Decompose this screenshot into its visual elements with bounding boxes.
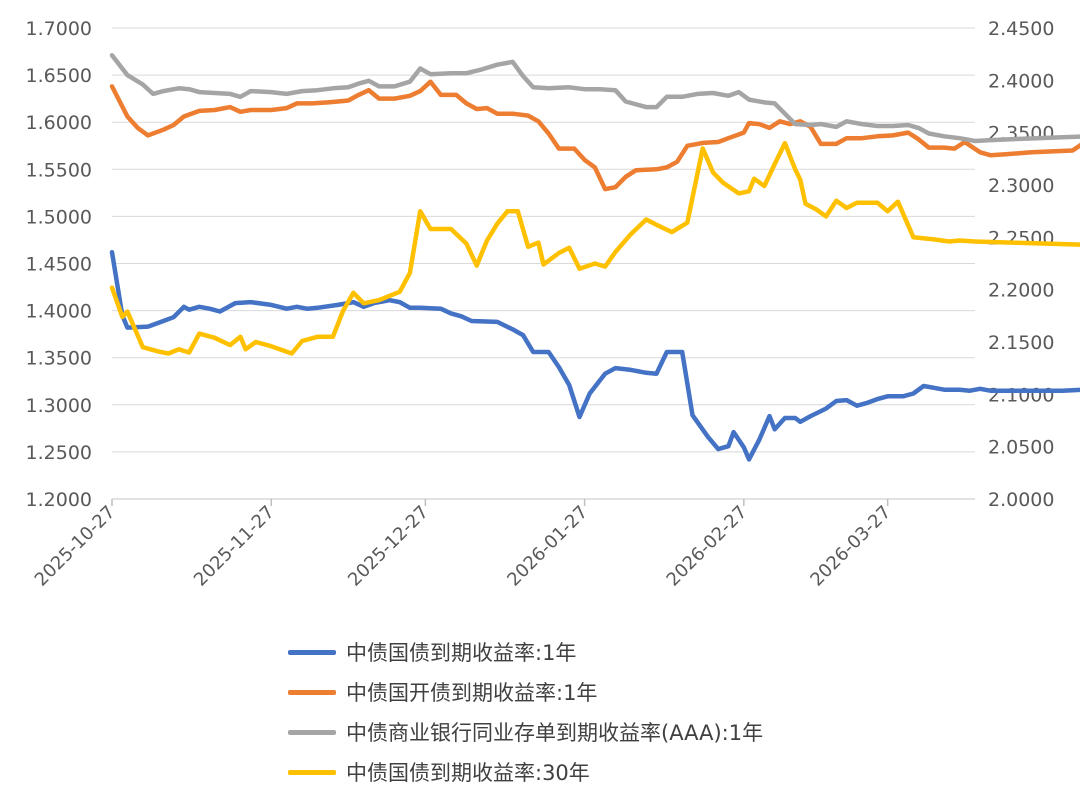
y-right-tick-label: 2.1000: [988, 384, 1054, 406]
legend-item-cgb-1y: 中债国债到期收益率:1年: [288, 632, 988, 672]
series-lines: [109, 53, 1080, 462]
x-tick-label: 2025-10-27: [31, 502, 120, 591]
legend-swatch-ncd-1y: [288, 729, 336, 735]
y-left-tick-label: 1.5500: [26, 159, 92, 181]
x-tick-label: 2026-01-27: [503, 502, 592, 591]
legend-label-cdb-1y: 中债国开债到期收益率:1年: [346, 681, 598, 705]
gridlines: [112, 27, 975, 453]
y-right-tick-label: 2.4000: [988, 70, 1054, 92]
y-left-tick-label: 1.3500: [26, 348, 92, 370]
legend-swatch-cgb-1y: [288, 649, 336, 655]
x-tick-label: 2025-12-27: [344, 502, 433, 591]
y-left-tick-label: 1.3000: [26, 395, 92, 417]
series-line-3: [109, 140, 1080, 356]
legend-item-cgb-30y: 中债国债到期收益率:30年: [288, 752, 988, 792]
legend-item-ncd-1y: 中债商业银行同业存单到期收益率(AAA):1年: [288, 712, 988, 752]
y-left-tick-label: 1.6500: [26, 65, 92, 87]
series-line-0: [109, 249, 1080, 462]
y-left-tick-label: 1.6000: [26, 112, 92, 134]
y-left-tick-label: 1.2000: [26, 489, 92, 511]
legend-label-cgb-30y: 中债国债到期收益率:30年: [346, 761, 590, 785]
x-tick-label: 2026-02-27: [663, 502, 752, 591]
legend: 中债国债到期收益率:1年 中债国开债到期收益率:1年 中债商业银行同业存单到期收…: [288, 632, 988, 792]
legend-item-cdb-1y: 中债国开债到期收益率:1年: [288, 672, 988, 712]
y-right-tick-label: 2.0000: [988, 489, 1054, 511]
x-tick-label: 2026-03-27: [806, 502, 895, 591]
series-line-2: [109, 53, 1080, 144]
y-left-tick-label: 1.4500: [26, 254, 92, 276]
y-left-tick-label: 1.2500: [26, 442, 92, 464]
y-right-tick-label: 2.2500: [988, 227, 1054, 249]
legend-swatch-cgb-30y: [288, 769, 336, 775]
y-axis-right: 2.45002.40002.35002.30002.25002.20002.15…: [988, 18, 1054, 511]
x-tick-label: 2025-11-27: [190, 502, 279, 591]
legend-label-ncd-1y: 中债商业银行同业存单到期收益率(AAA):1年: [346, 721, 764, 745]
legend-swatch-cdb-1y: [288, 689, 336, 695]
x-axis: 2025-10-27 2025-11-27 2025-12-27 2026-01-27…: [31, 498, 975, 591]
y-left-tick-label: 1.5000: [26, 206, 92, 228]
y-right-tick-label: 2.4500: [988, 18, 1054, 40]
y-right-tick-label: 2.3000: [988, 175, 1054, 197]
y-left-tick-label: 1.7000: [26, 18, 92, 40]
series-line-1: [109, 79, 1080, 192]
y-left-tick-label: 1.4000: [26, 301, 92, 323]
y-right-tick-label: 2.0500: [988, 437, 1054, 459]
legend-label-cgb-1y: 中债国债到期收益率:1年: [346, 641, 577, 665]
y-right-tick-label: 2.1500: [988, 332, 1054, 354]
y-axis-left: 1.7000 1.6500 1.6000 1.5500 1.5000 1.4500 1.40…: [26, 18, 92, 511]
y-right-tick-label: 2.2000: [988, 280, 1054, 302]
